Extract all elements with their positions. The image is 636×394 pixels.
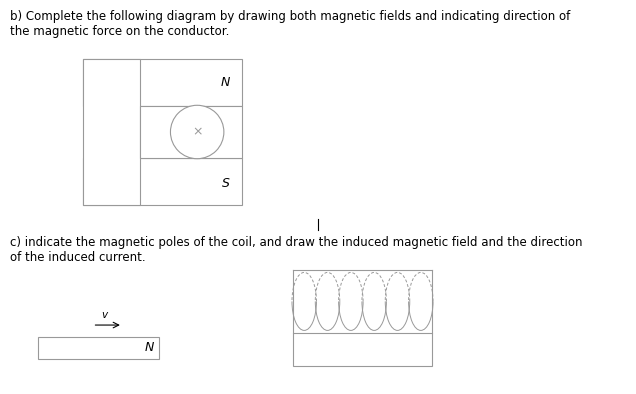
- Bar: [293, 333, 432, 366]
- Bar: [83, 59, 242, 106]
- Bar: [83, 59, 140, 205]
- Bar: [140, 106, 242, 158]
- Text: c) indicate the magnetic poles of the coil, and draw the induced magnetic field : c) indicate the magnetic poles of the co…: [10, 236, 582, 264]
- Text: b) Complete the following diagram by drawing both magnetic fields and indicating: b) Complete the following diagram by dra…: [10, 10, 570, 38]
- Text: v: v: [102, 310, 107, 320]
- Ellipse shape: [170, 105, 224, 159]
- Bar: [83, 158, 242, 205]
- Text: N: N: [221, 76, 230, 89]
- Text: S: S: [222, 177, 230, 190]
- Text: N: N: [145, 341, 154, 354]
- Text: ×: ×: [192, 126, 202, 138]
- Bar: [38, 337, 159, 359]
